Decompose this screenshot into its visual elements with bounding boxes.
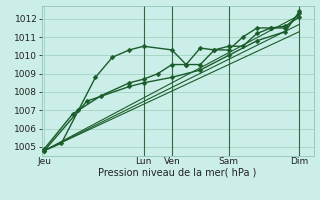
X-axis label: Pression niveau de la mer( hPa ): Pression niveau de la mer( hPa ) <box>99 168 257 178</box>
